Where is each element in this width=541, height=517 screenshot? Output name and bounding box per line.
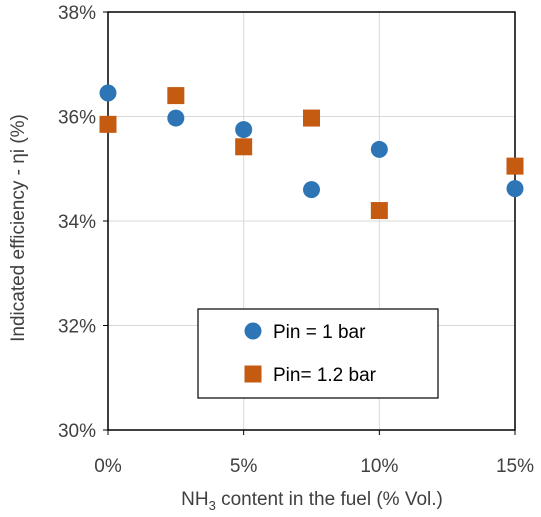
data-point-pin-1-bar	[370, 140, 388, 158]
x-axis-title: NH3 content in the fuel (% Vol.)	[181, 489, 443, 513]
y-tick-label: 36%	[58, 108, 96, 129]
y-tick-label: 30%	[58, 421, 96, 442]
x-tick-label: 10%	[360, 456, 398, 477]
x-axis-ticks: 0% 5% 10% 15%	[94, 430, 534, 477]
data-point-pin-1-bar	[167, 109, 185, 127]
y-tick-label: 32%	[58, 317, 96, 338]
x-tick-label: 0%	[94, 456, 122, 477]
data-point-pin-1-bar	[99, 84, 117, 102]
legend-marker-square	[244, 365, 262, 383]
x-tick-label: 15%	[496, 456, 534, 477]
y-axis-title: Indicated efficiency - ηi (%)	[8, 114, 29, 342]
data-point-pin-1-2-bar	[99, 115, 117, 133]
x-tick-label: 5%	[230, 456, 258, 477]
data-point-pin-1-2-bar	[506, 157, 524, 175]
legend: Pin = 1 bar Pin= 1.2 bar	[197, 308, 439, 399]
y-tick-label: 38%	[58, 3, 96, 24]
y-axis-ticks: 30% 32% 34% 36% 38%	[58, 3, 108, 442]
data-points	[99, 84, 524, 220]
legend-box	[197, 308, 439, 399]
data-point-pin-1-2-bar	[370, 202, 388, 220]
data-point-pin-1-2-bar	[167, 87, 185, 105]
legend-label-pin-1-2-bar: Pin= 1.2 bar	[273, 365, 377, 386]
data-point-pin-1-2-bar	[235, 138, 253, 156]
data-point-pin-1-bar	[235, 121, 253, 139]
data-point-pin-1-bar	[506, 180, 524, 198]
legend-label-pin-1-bar: Pin = 1 bar	[273, 322, 366, 343]
data-point-pin-1-2-bar	[303, 109, 320, 127]
x-axis-title-subscript: 3	[209, 498, 216, 513]
y-tick-label: 34%	[58, 212, 96, 233]
legend-marker-circle	[244, 322, 262, 340]
data-point-pin-1-bar	[303, 181, 320, 199]
